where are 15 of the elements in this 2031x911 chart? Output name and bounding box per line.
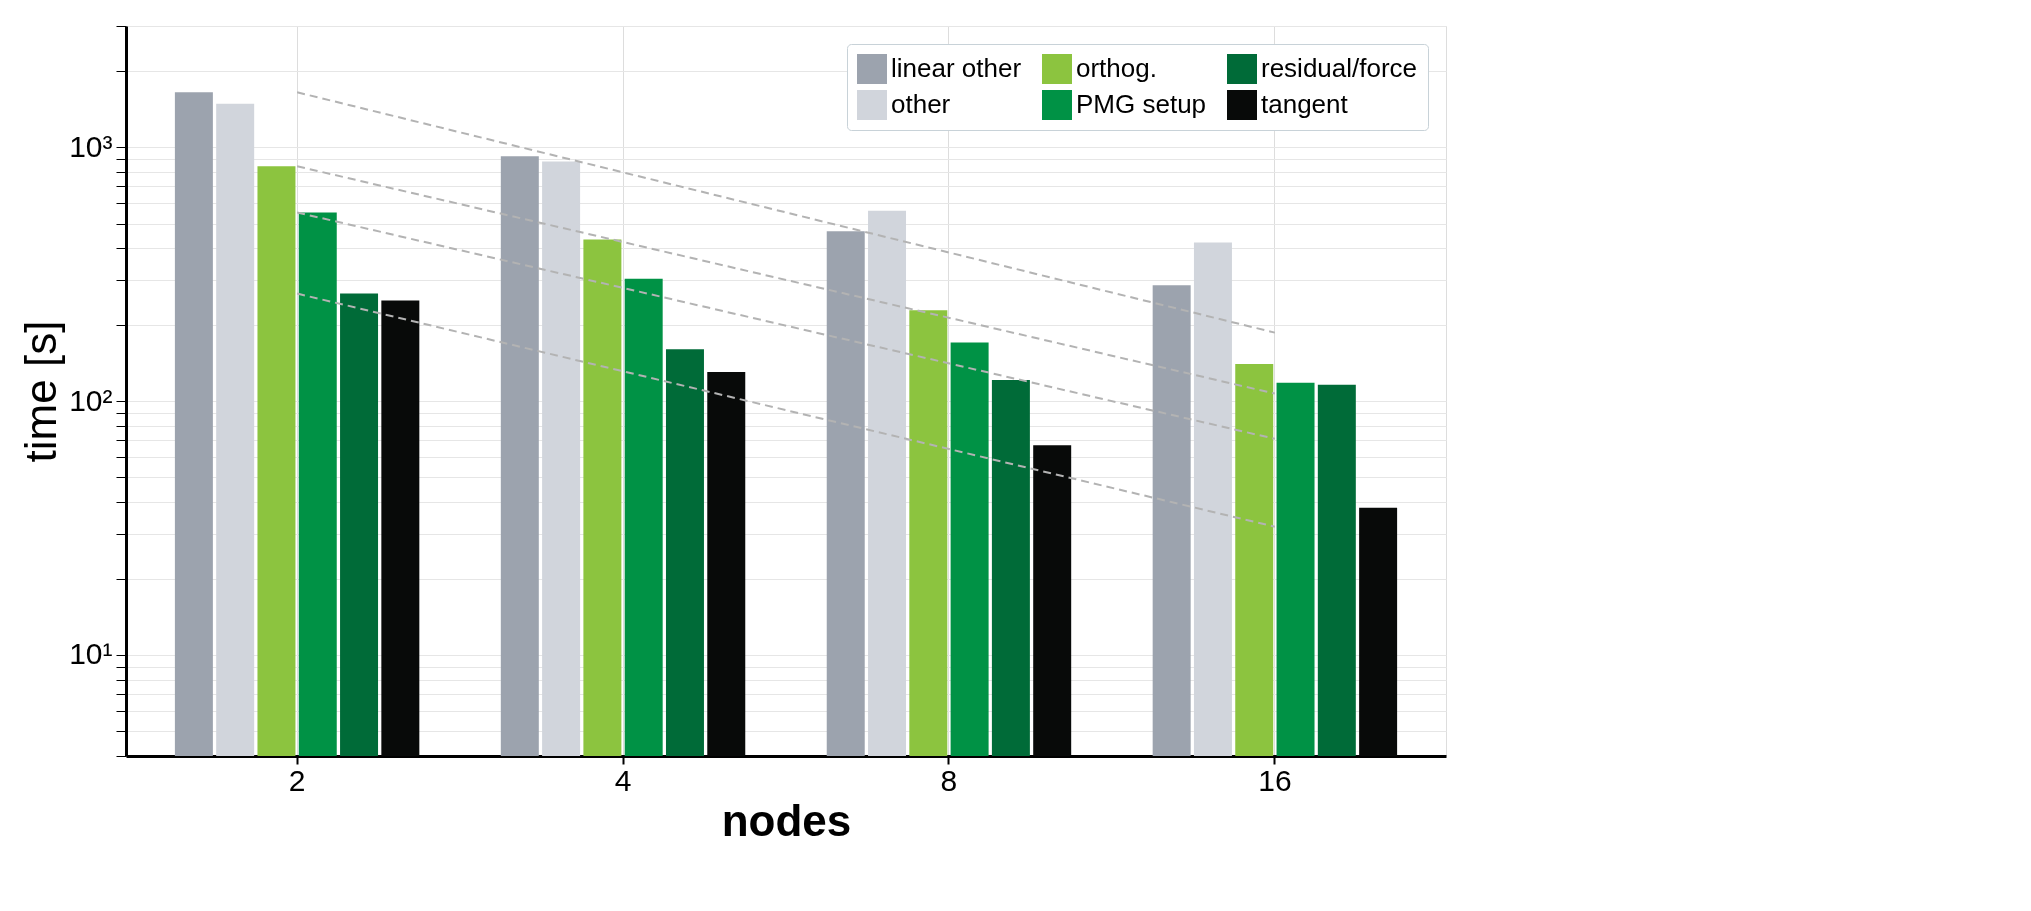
legend-label: linear other [891,53,1022,83]
x-tick-label: 2 [288,763,306,797]
y-axis-title: time [s] [16,320,66,463]
legend-label: PMG setup [1076,89,1207,119]
legend-label: tangent [1261,89,1349,119]
legend-label: residual/force [1261,53,1418,83]
y-tick-label: 10¹ [69,637,113,671]
x-tick-label: 8 [940,763,958,797]
y-tick-label: 10² [69,383,113,417]
x-axis-title: nodes [721,795,852,845]
x-tick-label: 4 [614,763,632,797]
legend-label: other [891,89,951,119]
y-tick-label: 10³ [69,129,113,163]
legend-label: orthog. [1076,53,1157,83]
x-tick-label: 16 [1258,763,1292,797]
